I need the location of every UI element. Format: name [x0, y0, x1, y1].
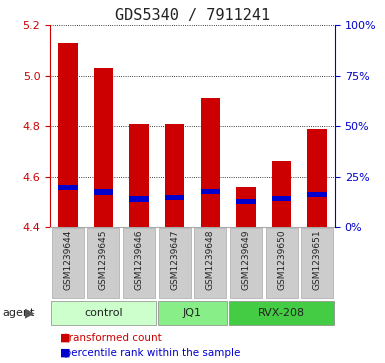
Bar: [165, 124, 184, 227]
FancyBboxPatch shape: [158, 301, 227, 325]
Text: ■: ■: [60, 333, 70, 343]
FancyBboxPatch shape: [123, 228, 155, 298]
FancyBboxPatch shape: [194, 228, 226, 298]
Text: GSM1239651: GSM1239651: [313, 229, 321, 290]
Text: GSM1239646: GSM1239646: [135, 229, 144, 290]
Text: ▶: ▶: [25, 307, 35, 319]
Bar: [236, 199, 256, 204]
FancyBboxPatch shape: [266, 228, 298, 298]
Text: GSM1239647: GSM1239647: [170, 229, 179, 290]
FancyBboxPatch shape: [51, 301, 156, 325]
Bar: [58, 43, 78, 227]
Bar: [272, 162, 291, 227]
FancyBboxPatch shape: [52, 228, 84, 298]
Bar: [307, 192, 327, 197]
Bar: [94, 189, 113, 195]
Text: GDS5340 / 7911241: GDS5340 / 7911241: [115, 8, 270, 23]
Bar: [307, 129, 327, 227]
Text: GSM1239650: GSM1239650: [277, 229, 286, 290]
Text: GSM1239645: GSM1239645: [99, 229, 108, 290]
Text: agent: agent: [2, 308, 34, 318]
Bar: [201, 189, 220, 194]
Bar: [58, 185, 78, 190]
Bar: [129, 124, 149, 227]
Bar: [165, 195, 184, 200]
Text: GSM1239648: GSM1239648: [206, 229, 215, 290]
Text: control: control: [84, 308, 123, 318]
Text: ■: ■: [60, 348, 70, 358]
FancyBboxPatch shape: [229, 301, 334, 325]
Bar: [94, 68, 113, 227]
Text: transformed count: transformed count: [58, 333, 161, 343]
Text: RVX-208: RVX-208: [258, 308, 305, 318]
Text: JQ1: JQ1: [183, 308, 202, 318]
Text: percentile rank within the sample: percentile rank within the sample: [58, 348, 240, 358]
Bar: [272, 196, 291, 201]
FancyBboxPatch shape: [87, 228, 119, 298]
FancyBboxPatch shape: [230, 228, 262, 298]
FancyBboxPatch shape: [301, 228, 333, 298]
Bar: [201, 98, 220, 227]
Text: GSM1239644: GSM1239644: [64, 229, 72, 290]
Text: GSM1239649: GSM1239649: [241, 229, 250, 290]
Bar: [236, 187, 256, 227]
FancyBboxPatch shape: [159, 228, 191, 298]
Bar: [129, 196, 149, 202]
